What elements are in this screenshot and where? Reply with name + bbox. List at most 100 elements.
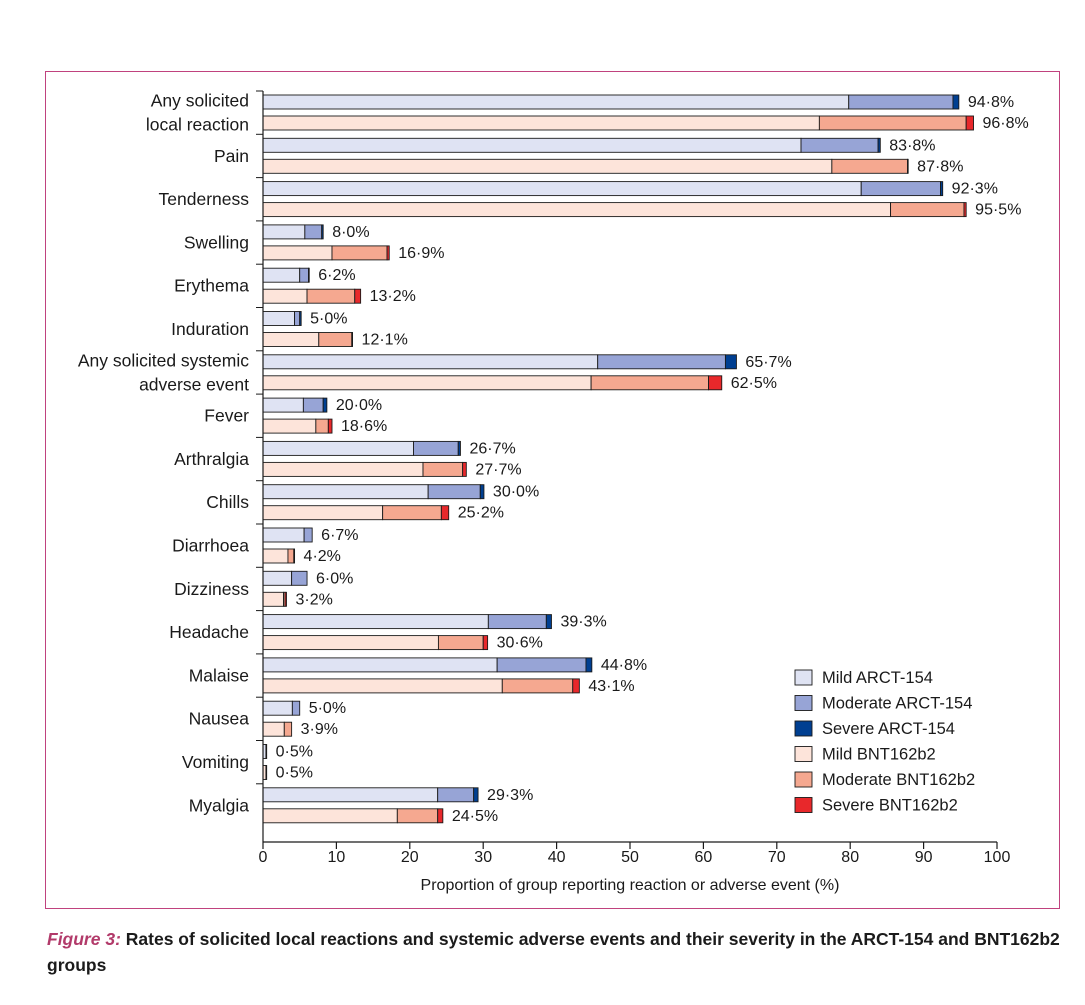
bar-bnt-mild [262, 332, 320, 347]
x-axis-title: Proportion of group reporting reaction o… [421, 877, 840, 894]
bar-bnt-moderate [437, 635, 484, 651]
legend-label: Severe BNT162b2 [822, 797, 958, 815]
bar-arct-severe [299, 311, 302, 326]
data-label-arct: 8·0% [332, 224, 369, 241]
bar-arct-moderate [860, 181, 941, 197]
x-tick-label: 30 [474, 849, 492, 866]
category-label: Arthralgia [174, 449, 249, 469]
data-label-bnt: 62·5% [731, 375, 777, 392]
bar-bnt-mild [262, 635, 439, 651]
x-tick-label: 20 [401, 849, 419, 866]
legend-label: Severe ARCT-154 [822, 720, 955, 738]
category-label: Fever [204, 406, 249, 426]
bar-bnt-severe [965, 115, 974, 131]
bar-bnt-moderate [382, 505, 442, 521]
bar-bnt-severe [437, 808, 444, 824]
data-label-bnt: 3·2% [295, 591, 332, 608]
x-tick-label: 70 [768, 849, 786, 866]
bar-arct-severe [322, 397, 328, 413]
category-label: Induration [171, 319, 249, 339]
bar-arct-moderate [487, 614, 547, 630]
category-label: Pain [214, 146, 249, 166]
bar-bnt-moderate [422, 461, 464, 477]
bar-arct-moderate [291, 570, 308, 586]
bar-arct-moderate [304, 224, 323, 240]
bar-bnt-moderate [396, 808, 439, 824]
data-label-bnt: 0·5% [276, 765, 313, 782]
bar-bnt-moderate [287, 548, 295, 564]
bar-arct-mild [262, 224, 306, 240]
bar-bnt-severe [354, 288, 362, 304]
category-label: Malaise [189, 665, 249, 685]
bar-arct-mild [262, 267, 301, 283]
bar-bnt-moderate [590, 375, 709, 391]
bar-arct-moderate [291, 700, 301, 716]
bar-arct-mild [262, 137, 802, 153]
data-label-arct: 6·7% [321, 527, 358, 544]
legend-label: Moderate ARCT-154 [822, 695, 972, 713]
data-label-arct: 0·5% [276, 744, 313, 761]
bar-bnt-moderate [306, 288, 356, 304]
bar-arct-mild [262, 657, 498, 673]
bar-arct-moderate [496, 657, 587, 673]
bar-bnt-moderate [890, 202, 965, 218]
bar-bnt-mild [262, 721, 285, 737]
bar-arct-moderate [299, 267, 309, 283]
data-label-bnt: 30·6% [497, 635, 543, 652]
bar-arct-severe [473, 787, 479, 803]
bar-arct-moderate [265, 744, 268, 759]
data-label-bnt: 95·5% [975, 202, 1021, 219]
legend-label: Mild ARCT-154 [822, 669, 933, 687]
category-label: Tenderness [159, 189, 250, 209]
data-label-arct: 6·0% [316, 570, 353, 587]
bar-arct-mild [262, 700, 293, 716]
bar-bnt-mild [262, 158, 833, 174]
bar-bnt-severe [963, 202, 967, 218]
caption-text: Rates of solicited local reactions and s… [47, 929, 1060, 975]
bar-bnt-severe [462, 461, 467, 477]
data-label-bnt: 12·1% [362, 332, 408, 349]
category-label: Nausea [189, 709, 250, 729]
bar-bnt-mild [262, 202, 892, 218]
data-label-bnt: 13·2% [370, 288, 416, 305]
bar-arct-severe [877, 137, 881, 153]
bar-bnt-severe [386, 245, 390, 261]
bar-bnt-severe [440, 505, 450, 521]
legend-swatch [794, 695, 813, 711]
bar-arct-mild [262, 94, 850, 110]
x-tick-label: 60 [695, 849, 713, 866]
bar-arct-moderate [294, 311, 301, 326]
data-label-bnt: 27·7% [475, 461, 521, 478]
bar-bnt-mild [262, 548, 289, 564]
bar-arct-moderate [413, 440, 459, 456]
x-tick-label: 40 [548, 849, 566, 866]
bar-arct-severe [545, 614, 552, 630]
bar-bnt-mild [262, 461, 424, 477]
legend-swatch [794, 669, 813, 686]
bar-arct-moderate [800, 137, 879, 153]
data-label-bnt: 16·9% [398, 245, 444, 262]
bar-bnt-mild [262, 505, 384, 521]
category-label: Swelling [184, 232, 249, 252]
bar-bnt-mild [262, 288, 308, 304]
bar-arct-mild [262, 527, 305, 543]
data-label-bnt: 4·2% [304, 548, 341, 565]
data-label-arct: 30·0% [493, 484, 539, 501]
data-label-arct: 6·2% [318, 267, 355, 284]
legend-swatch [794, 746, 813, 762]
category-label: Chills [206, 492, 249, 512]
bar-bnt-moderate [265, 765, 268, 780]
bar-bnt-severe [293, 548, 296, 564]
bar-bnt-severe [708, 375, 723, 391]
bar-arct-severe [457, 440, 461, 456]
bar-bnt-mild [262, 591, 285, 607]
data-label-arct: 39·3% [560, 614, 606, 631]
legend-label: Mild BNT162b2 [822, 746, 936, 764]
category-label: Vomiting [182, 752, 249, 772]
bar-bnt-moderate [331, 245, 388, 261]
category-label: Any solicited systemic [78, 350, 249, 370]
bar-arct-severe [479, 484, 485, 500]
bar-bnt-mild [262, 678, 503, 694]
bar-bnt-moderate [315, 418, 329, 434]
legend-swatch [794, 771, 813, 788]
